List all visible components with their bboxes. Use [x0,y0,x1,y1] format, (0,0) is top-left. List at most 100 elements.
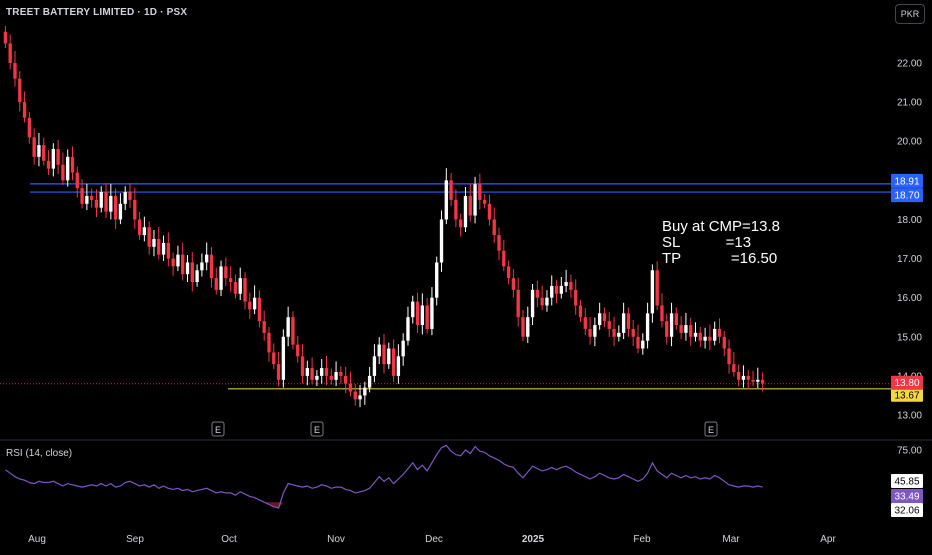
candle-body [3,31,8,44]
candle-body [243,278,247,302]
x-tick-label: Feb [633,534,651,545]
rsi-price-label: 33.49 [894,492,919,503]
symbol-title[interactable]: TREET BATTERY LIMITED · 1D · PSX [6,7,188,18]
candle-body [535,289,540,298]
candle-body [228,278,233,283]
candle-body [109,195,113,212]
candle-body [291,317,295,345]
candle-body [339,371,343,376]
candle-body [372,356,377,376]
candle-body [267,332,271,353]
candle-body [195,270,199,283]
candle-body [655,270,659,306]
y-tick-label: 18.00 [897,215,922,226]
candle-body [358,395,362,400]
candle-body [621,313,626,333]
y-tick-label: 15.00 [897,332,922,343]
candle-body [305,368,309,376]
candle-body [602,313,607,322]
candle-body [411,301,415,318]
candle-body [722,336,726,349]
candle-body [401,340,405,357]
candle-body [612,328,616,337]
candle-body [459,219,463,228]
candle-body [89,195,94,200]
candle-body [118,203,123,220]
candle-body [32,137,36,157]
candle-body [684,325,688,333]
candle-body [482,199,487,204]
candle-body [320,368,324,376]
x-tick-label: 2025 [522,534,545,545]
candle-body [607,321,611,329]
y-tick-label: 13.00 [897,411,922,422]
rsi-tick-label: 75.00 [897,446,922,457]
candle-body [636,336,640,349]
candle-body [583,317,587,329]
candle-body [597,313,602,326]
candle-body [343,375,348,384]
last-price-label-bg [891,375,923,390]
candle-body [272,352,276,365]
rsi-indicator-label[interactable]: RSI (14, close) [6,448,73,459]
candle-body [760,379,765,384]
candle-body [382,344,386,365]
candle-body [756,379,760,382]
candle-body [650,270,655,314]
candle-body [578,305,583,318]
candle-body [511,278,516,290]
candle-body [329,375,333,380]
rsi-price-label-bg [891,503,923,517]
candle-body [593,325,597,337]
candle-body [296,344,300,357]
level-price-label-bg [891,188,923,203]
candle-body [113,195,118,220]
candle-body [248,301,252,310]
candle-body [233,282,238,294]
candle-body [751,379,755,382]
candle-body [219,266,223,290]
candle-body [104,192,108,212]
candle-body [588,328,592,337]
candle-body [8,43,12,63]
candle-body [574,289,578,306]
candle-body [190,262,194,283]
candle-body [300,356,305,376]
annotation-tp: TP =16.50 [662,250,778,267]
candle-body [449,180,453,200]
candle-body [42,145,46,161]
rsi-price-label-bg [891,474,923,488]
candle-body [123,192,127,204]
candle-body [674,313,679,326]
candle-body [224,266,228,279]
candle-body [37,145,41,157]
candle-body [732,364,736,372]
candle-body [444,180,448,220]
candle-body [492,219,496,236]
y-tick-label: 20.00 [897,137,922,148]
candle-body [367,375,372,388]
candle-body [425,305,429,329]
candle-body [473,184,477,216]
candle-body [94,199,99,208]
candle-body [502,250,506,267]
candle-body [468,195,472,216]
earnings-marker-box [211,421,225,437]
candle-body [550,285,554,298]
candle-body [161,242,166,255]
candle-body [435,262,439,298]
candle-body [626,313,631,329]
currency-button[interactable]: PKR [895,4,925,24]
candle-body [559,285,563,294]
y-tick-label: 22.00 [897,59,922,70]
rsi-price-label: 32.06 [894,506,919,517]
candle-body [506,266,511,279]
level-price-label-bg [891,387,923,402]
candle-body [209,254,214,279]
candle-body [133,199,137,220]
candle-body [420,305,425,326]
earnings-marker-box [704,421,718,437]
x-tick-label: Oct [221,534,237,545]
candle-body [746,375,750,380]
